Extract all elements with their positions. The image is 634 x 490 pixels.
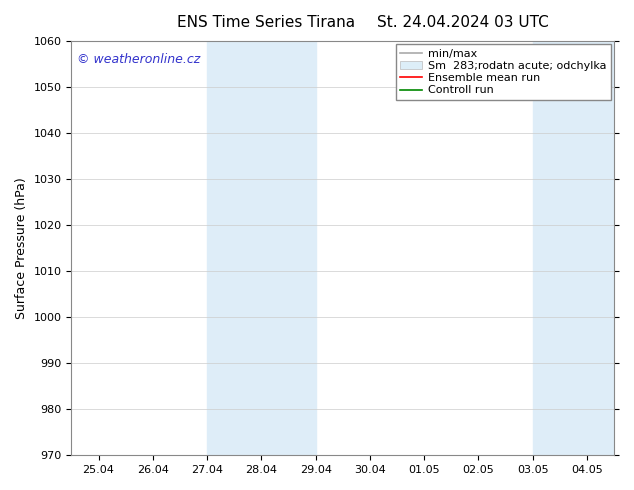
Text: © weatheronline.cz: © weatheronline.cz	[77, 53, 200, 67]
Y-axis label: Surface Pressure (hPa): Surface Pressure (hPa)	[15, 177, 28, 319]
Text: St. 24.04.2024 03 UTC: St. 24.04.2024 03 UTC	[377, 15, 548, 30]
Legend: min/max, Sm  283;rodatn acute; odchylka, Ensemble mean run, Controll run: min/max, Sm 283;rodatn acute; odchylka, …	[396, 45, 611, 100]
Text: ENS Time Series Tirana: ENS Time Series Tirana	[178, 15, 355, 30]
Bar	[207, 41, 316, 455]
Bar	[533, 41, 619, 455]
